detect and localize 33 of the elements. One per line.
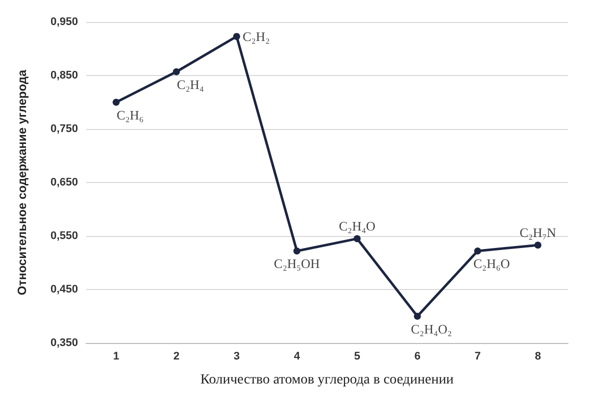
y-tick-label: 0,350 xyxy=(50,337,78,349)
annotation: C₂H₇N xyxy=(520,225,557,240)
point xyxy=(474,247,482,254)
x-axis-title: Количество атомов углерода в соединении xyxy=(200,372,454,388)
annotation: C₂H₆ xyxy=(116,107,144,122)
point xyxy=(172,68,180,76)
x-tick-label: 6 xyxy=(414,350,420,362)
annotation: C₂H₄ xyxy=(176,76,204,92)
annotation: C₂H₄O xyxy=(338,218,376,234)
x-tick-label: 2 xyxy=(173,350,180,362)
y-tick-label: 0,950 xyxy=(50,16,78,28)
x-tick-label: 8 xyxy=(534,350,541,362)
point xyxy=(534,242,542,249)
annotation: C₂H₄O₂ xyxy=(410,321,452,336)
y-tick-label: 0,850 xyxy=(50,70,78,82)
x-tick-label: 1 xyxy=(113,350,120,362)
x-tick-label: 7 xyxy=(474,350,481,362)
y-tick-label: 0,550 xyxy=(50,230,78,242)
x-tick-label: 5 xyxy=(354,350,360,362)
x-tick-label: 3 xyxy=(234,350,240,362)
y-tick-label: 0,750 xyxy=(50,123,78,135)
point xyxy=(293,247,300,254)
y-tick-label: 0,650 xyxy=(50,176,78,188)
point xyxy=(112,98,120,106)
annotation: C₂H₆O xyxy=(473,256,510,271)
point xyxy=(354,235,361,242)
annotation: C₂H₅OH xyxy=(274,256,320,271)
annotation: C₂H₂ xyxy=(242,28,270,44)
y-axis-title: Относительное содержание углерода xyxy=(15,69,29,296)
y-tick-label: 0,450 xyxy=(50,284,78,296)
point xyxy=(233,32,240,40)
x-tick-label: 4 xyxy=(294,350,301,362)
point xyxy=(414,312,421,320)
